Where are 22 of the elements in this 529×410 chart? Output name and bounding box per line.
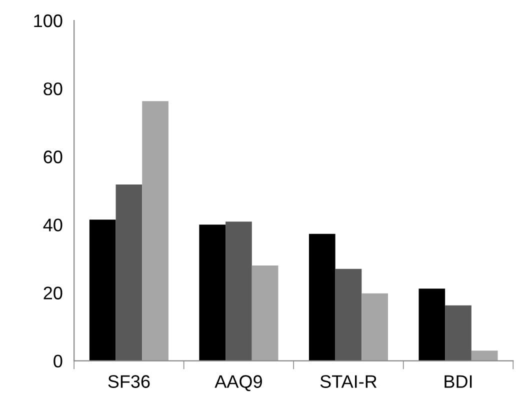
x-tick-label: STAI-R	[320, 375, 377, 388]
y-tick-label: 20	[44, 286, 62, 300]
x-tick-label: SF36	[108, 375, 150, 388]
bar	[445, 305, 472, 361]
y-tick-label: 80	[44, 82, 62, 96]
x-tick-label: AAQ9	[214, 375, 262, 392]
y-tick-label: 100	[34, 14, 62, 28]
y-tick-label: 0	[54, 354, 62, 368]
y-tick-label: 40	[43, 218, 62, 232]
x-tick-label: BDI	[444, 375, 472, 388]
bar	[142, 101, 168, 361]
bar	[226, 222, 252, 361]
bar	[471, 350, 498, 361]
bar	[252, 266, 278, 361]
y-tick-label: 60	[44, 150, 62, 164]
bar	[335, 268, 362, 361]
bar	[362, 293, 388, 361]
bar	[89, 220, 116, 361]
bar	[308, 234, 336, 361]
bar	[116, 184, 142, 361]
bar	[418, 288, 446, 361]
bar	[199, 224, 226, 361]
